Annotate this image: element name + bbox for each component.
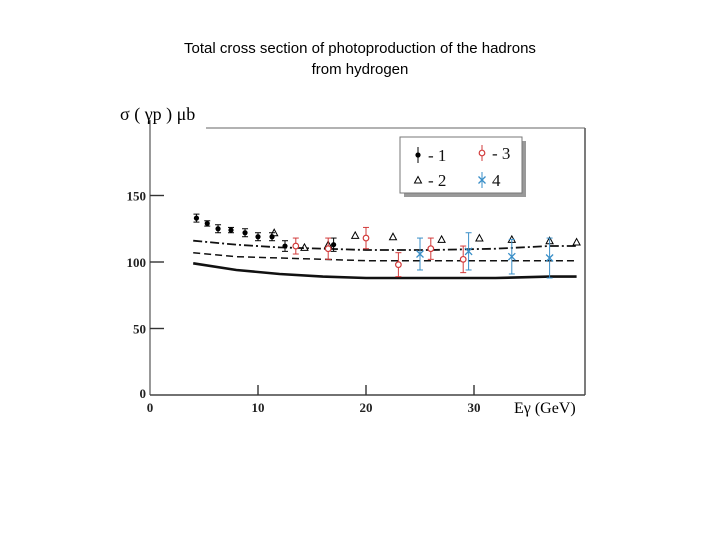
chart-title-line-1: Total cross section of photoproduction o… [184, 40, 536, 57]
data-point [300, 242, 309, 251]
legend-label: - 1 [428, 146, 446, 165]
data-point [215, 226, 221, 232]
legend-label: 4 [492, 171, 501, 190]
theory-curves [193, 239, 577, 280]
data-point [507, 252, 516, 261]
data-points [193, 213, 581, 279]
x-tick-label: 20 [360, 400, 373, 415]
data-point [324, 245, 332, 253]
x-tick-label: 0 [147, 400, 154, 415]
data-point [459, 255, 467, 263]
series-4 [416, 232, 554, 279]
data-point [545, 254, 554, 262]
data-point [204, 220, 210, 227]
data-point [388, 232, 398, 241]
data-point [475, 233, 484, 242]
curve-dash-dot [193, 239, 577, 251]
x-tick-label: 10 [252, 400, 265, 415]
data-point [193, 215, 200, 221]
data-point [416, 250, 424, 258]
legend-box [399, 136, 523, 194]
data-point [350, 230, 360, 239]
data-point [269, 228, 279, 237]
x-axis-label: Eγ (GeV) [514, 400, 576, 417]
data-point [255, 234, 261, 240]
data-point [269, 234, 275, 240]
legend-label: - 3 [492, 144, 510, 163]
curve-dashed [193, 251, 577, 262]
chart-title: Total cross section of photoproduction o… [0, 38, 720, 80]
data-point [437, 234, 446, 243]
y-axis-label: σ ( γp ) μb [120, 104, 195, 125]
data-point [572, 237, 581, 246]
y-tick-label: 50 [133, 322, 146, 337]
plot-frame [149, 120, 586, 396]
data-point [282, 243, 288, 249]
data-point [362, 234, 370, 242]
x-tick-label: 30 [468, 400, 481, 415]
axis-ticks: 0 50 100 150 0 10 20 30 [127, 189, 481, 416]
data-point [427, 245, 435, 253]
legend: - 1 - 2 - 3 4 [399, 136, 526, 197]
data-point [228, 227, 234, 233]
data-point [331, 242, 337, 248]
data-point [464, 247, 473, 256]
data-point [415, 152, 421, 158]
curve-solid [193, 262, 577, 280]
data-point [395, 261, 402, 269]
y-tick-label: 150 [127, 189, 147, 204]
y-tick-label: 100 [127, 255, 147, 270]
data-point [242, 230, 248, 236]
chart-title-line-2: from hydrogen [311, 61, 409, 78]
data-point [478, 149, 486, 157]
data-point [478, 176, 486, 184]
y-tick-label: 0 [140, 386, 147, 401]
data-point [292, 242, 300, 250]
legend-label: - 2 [428, 171, 446, 190]
series-3 [292, 226, 467, 278]
data-point [413, 175, 423, 184]
